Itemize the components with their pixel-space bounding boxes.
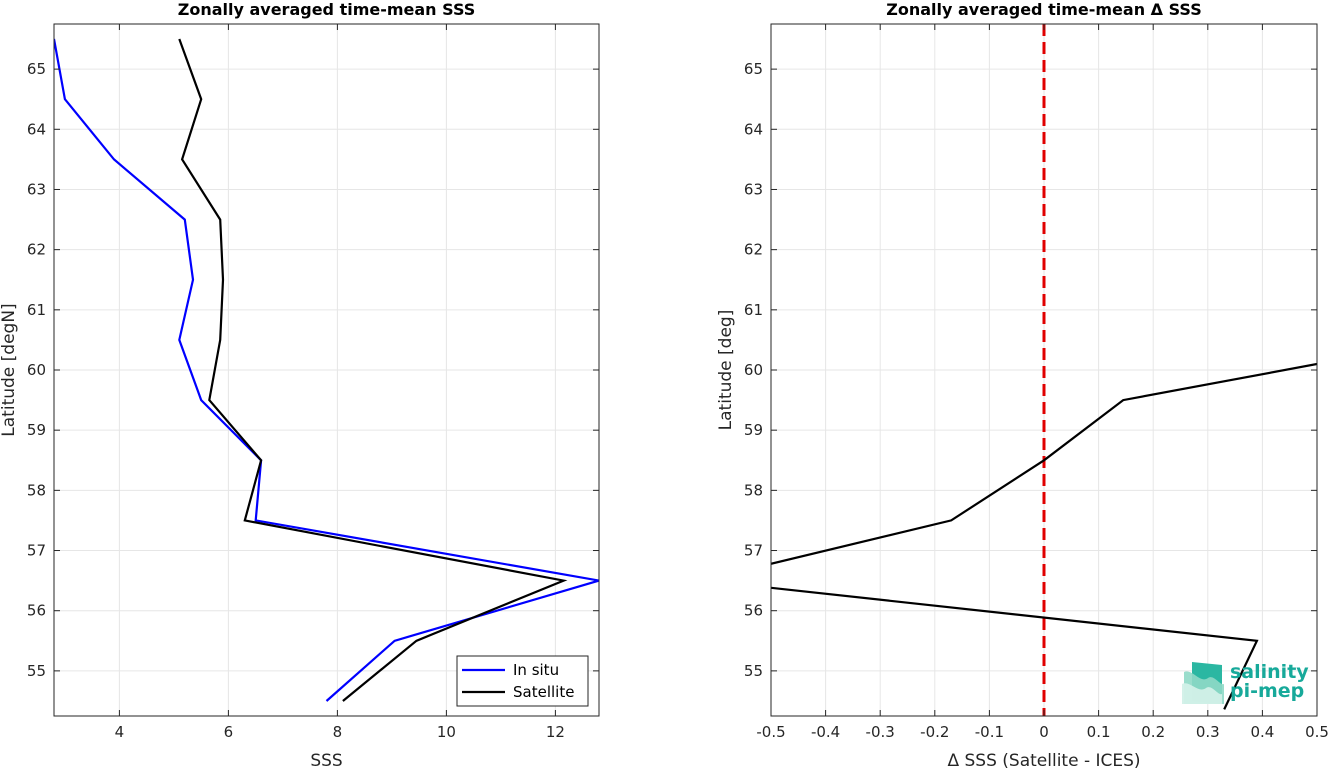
y-tick-label: 59 [27, 421, 46, 439]
y-tick-label: 56 [27, 602, 46, 620]
y-axis-label: Latitude [degN] [0, 303, 19, 436]
x-tick-label: -0.1 [975, 723, 1004, 741]
x-tick-label: 8 [333, 723, 343, 741]
x-tick-label: -0.3 [866, 723, 895, 741]
logo-text-salinity: salinity [1230, 661, 1309, 683]
x-tick-label: 0 [1039, 723, 1049, 741]
series-line-0 [771, 362, 1317, 565]
x-tick-label: 10 [437, 723, 456, 741]
y-tick-label: 56 [744, 602, 763, 620]
y-tick-label: 57 [744, 542, 763, 560]
y-tick-label: 63 [27, 180, 46, 198]
logo-text-pi-mep: pi-mep [1230, 680, 1304, 702]
x-axis-label: Δ SSS (Satellite - ICES) [947, 751, 1140, 769]
y-axis-label: Latitude [deg] [716, 310, 736, 431]
y-tick-label: 59 [744, 421, 763, 439]
y-tick-label: 62 [744, 241, 763, 259]
x-axis-label: SSS [310, 751, 342, 769]
right-panel-delta-sss: -0.5 -0.4 -0.3 -0.2 -0.1 0 0.1 0.2 0.3 0.4 0.5 55 56… [716, 0, 1329, 769]
y-tick-label: 62 [27, 241, 46, 259]
y-tick-label: 58 [27, 481, 46, 499]
salinity-pi-mep-logo: salinity pi-mep [1182, 661, 1309, 704]
y-tick-label: 63 [744, 180, 763, 198]
x-tick-label: -0.4 [811, 723, 840, 741]
x-tick-label: 6 [224, 723, 234, 741]
x-tick-label: -0.2 [920, 723, 949, 741]
legend-entry-satellite: Satellite [513, 683, 574, 701]
series-line-1 [771, 586, 1259, 710]
y-tick-label: 55 [744, 662, 763, 680]
legend-box [456, 655, 589, 707]
y-tick-label: 60 [27, 361, 46, 379]
series-line-satellite [178, 38, 568, 702]
series-group [771, 362, 1317, 710]
x-tick-label: 12 [546, 723, 565, 741]
y-tick-label: 55 [27, 662, 46, 680]
y-tick-label: 65 [744, 60, 763, 78]
legend: In situ Satellite [456, 655, 589, 707]
y-tick-label: 57 [27, 542, 46, 560]
y-tick-label: 61 [27, 301, 46, 319]
y-tick-label: 64 [27, 120, 46, 138]
x-tick-label: 4 [115, 723, 125, 741]
logo-wave-icon [1182, 662, 1224, 704]
legend-entry-in-situ: In situ [513, 661, 559, 679]
x-tick-label: 0.1 [1087, 723, 1111, 741]
x-tick-label: 0.5 [1305, 723, 1329, 741]
x-tick-label: 0.2 [1141, 723, 1165, 741]
chart-title: Zonally averaged time-mean Δ SSS [886, 0, 1202, 19]
y-tick-label: 64 [744, 120, 763, 138]
x-tick-label: 0.3 [1196, 723, 1220, 741]
chart-title: Zonally averaged time-mean SSS [178, 0, 476, 19]
y-tick-label: 58 [744, 481, 763, 499]
series-group [54, 38, 599, 702]
y-tick-label: 65 [27, 60, 46, 78]
x-tick-label: -0.5 [756, 723, 785, 741]
x-tick-label: 0.4 [1250, 723, 1274, 741]
y-tick-label: 61 [744, 301, 763, 319]
y-tick-label: 60 [744, 361, 763, 379]
left-panel-sss: 4 6 8 10 12 55 56 57 58 59 60 61 62 63 64 65 Zonally ave… [0, 0, 600, 769]
series-line-in-situ [54, 38, 599, 702]
